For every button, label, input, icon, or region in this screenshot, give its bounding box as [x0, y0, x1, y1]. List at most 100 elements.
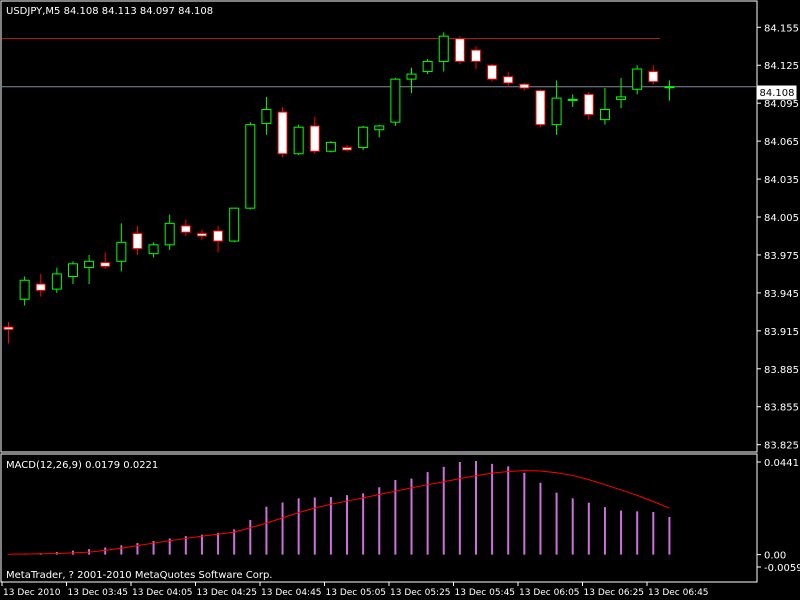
candle[interactable]: [245, 122, 256, 210]
price-tick-label: 84.095: [764, 99, 799, 110]
candle-body: [132, 232, 143, 250]
candle-body: [293, 126, 304, 155]
candle[interactable]: [261, 96, 272, 135]
candle[interactable]: [148, 242, 159, 258]
candle[interactable]: [406, 67, 417, 94]
price-tick-label: 83.915: [764, 327, 799, 338]
candle-body: [503, 76, 514, 84]
price-tick-label: 84.035: [764, 175, 799, 186]
candle-body: [3, 326, 14, 331]
candle[interactable]: [3, 321, 14, 344]
time-tick-label: 13 Dec 05:25: [390, 588, 451, 598]
candle-body: [19, 279, 30, 300]
candle-body: [422, 60, 433, 73]
candle-body: [148, 244, 159, 255]
candle-body: [632, 68, 643, 90]
time-tick-label: 13 Dec 04:45: [261, 588, 322, 598]
candle[interactable]: [567, 94, 578, 107]
candle-body: [583, 93, 594, 116]
price-tick-label: 83.855: [764, 403, 799, 414]
candle[interactable]: [84, 254, 95, 285]
candle[interactable]: [487, 63, 498, 82]
candle-body: [438, 35, 449, 62]
price-tick-label: 84.155: [764, 23, 799, 34]
candle-body: [648, 71, 659, 83]
time-tick-label: 13 Dec 05:05: [326, 588, 387, 598]
candle[interactable]: [180, 219, 191, 236]
time-tick-label: 13 Dec 2010: [3, 588, 61, 598]
candle[interactable]: [229, 207, 240, 243]
candle-body: [664, 86, 675, 89]
candle[interactable]: [632, 65, 643, 95]
candle-body: [35, 283, 46, 291]
candle-body: [164, 222, 175, 246]
candle[interactable]: [422, 58, 433, 75]
time-tick-label: 13 Dec 06:45: [648, 588, 709, 598]
candle-body: [406, 73, 417, 80]
candle[interactable]: [325, 141, 336, 153]
candle-body: [470, 49, 481, 62]
candle[interactable]: [616, 77, 627, 109]
time-axis: 13 Dec 2010 13 Dec 03:45 13 Dec 04:05 13 De…: [1, 582, 709, 598]
candle[interactable]: [503, 71, 514, 87]
candle[interactable]: [374, 124, 385, 138]
price-tick-label: 84.125: [764, 61, 799, 72]
candlestick-series[interactable]: [3, 32, 675, 344]
candle[interactable]: [164, 214, 175, 250]
copyright-text: MetaTrader, ? 2001-2010 MetaQuotes Softw…: [6, 570, 272, 581]
candle-body: [229, 207, 240, 242]
candle-body: [535, 90, 546, 126]
candle[interactable]: [648, 65, 659, 85]
candle-body: [519, 83, 530, 89]
candle[interactable]: [342, 144, 353, 152]
candle[interactable]: [551, 80, 562, 135]
price-tick-label: 83.825: [764, 441, 799, 452]
candle[interactable]: [583, 91, 594, 120]
candle[interactable]: [519, 82, 530, 91]
candle[interactable]: [277, 106, 288, 158]
candle-body: [567, 98, 578, 101]
candle[interactable]: [535, 89, 546, 128]
candle[interactable]: [390, 77, 401, 126]
candle[interactable]: [358, 125, 369, 150]
candle[interactable]: [664, 80, 675, 101]
price-tick-label: 84.065: [764, 137, 799, 148]
macd-title: MACD(12,26,9) 0.0179 0.0221: [6, 460, 158, 471]
time-tick-label: 13 Dec 05:45: [455, 588, 516, 598]
chart-title: USDJPY,M5 84.108 84.113 84.097 84.108: [6, 6, 213, 17]
candle[interactable]: [196, 229, 207, 240]
candle[interactable]: [293, 124, 304, 156]
candle-body: [599, 109, 610, 121]
candle[interactable]: [309, 117, 320, 154]
candle-body: [84, 260, 95, 269]
candle[interactable]: [132, 225, 143, 255]
candle[interactable]: [116, 223, 127, 272]
candle-body: [116, 241, 127, 262]
candle-body: [487, 64, 498, 80]
candle-body: [213, 230, 224, 242]
candle[interactable]: [19, 276, 30, 306]
candle[interactable]: [454, 36, 465, 64]
candle-body: [342, 146, 353, 151]
price-tick-label: 84.005: [764, 213, 799, 224]
candle-body: [100, 262, 111, 267]
price-tick-label: 83.885: [764, 365, 799, 376]
candle[interactable]: [51, 267, 62, 293]
candle[interactable]: [599, 88, 610, 125]
candle[interactable]: [438, 32, 449, 72]
macd-histogram: [7, 460, 671, 555]
candle[interactable]: [100, 252, 111, 269]
candle[interactable]: [35, 273, 46, 297]
candle[interactable]: [67, 261, 78, 285]
macd-axis: 0.0441 0.00-0.0059: [757, 458, 800, 574]
time-tick-label: 13 Dec 06:25: [584, 588, 645, 598]
time-tick-label: 13 Dec 04:05: [132, 588, 193, 598]
candle-body: [390, 78, 401, 123]
candle-body: [374, 125, 385, 131]
candle[interactable]: [470, 46, 481, 70]
candle-body: [261, 109, 272, 124]
current-price-label: 84.108: [760, 88, 795, 99]
candle[interactable]: [213, 225, 224, 253]
candle-body: [551, 97, 562, 126]
